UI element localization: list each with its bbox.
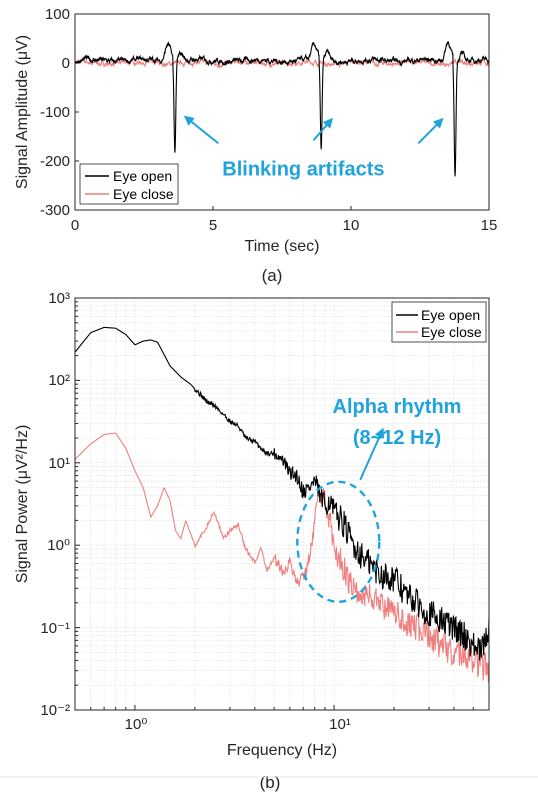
panel-a-annotation-text: Blinking artifacts — [222, 158, 384, 180]
panel-a-ytick-label: 100 — [45, 6, 70, 23]
panel-b-grid — [74, 298, 490, 711]
panel-a-ticks: 0 5 10 15 100 0 -100 -200 -300 — [40, 6, 497, 234]
panel-a-ytick-label: -300 — [40, 202, 70, 219]
panel-a-annotation-arrow — [312, 117, 333, 142]
panel-b-ytick-label-3: 10⁰ — [47, 537, 70, 554]
panel-a-annotation — [183, 115, 444, 145]
series-line-eye-open — [74, 41, 490, 177]
panel-b: 10⁰ 10¹ 10³ 10² 10¹ 10⁰ 10⁻¹ 10⁻² Alpha … — [14, 290, 490, 792]
panel-a-ylabel: Signal Amplitude (μV) — [14, 35, 31, 189]
legend-label-eye-close: Eye close — [421, 324, 482, 340]
panel-a-annotation-arrow — [183, 115, 220, 145]
legend-label-eye-close: Eye close — [113, 186, 174, 202]
panel-a: 0 5 10 15 100 0 -100 -200 -300 Blinking artifact… — [14, 6, 497, 285]
panel-b-axes-box — [74, 297, 490, 711]
panel-b-ylabel: Signal Power (μV²/Hz) — [14, 425, 31, 584]
panel-a-axes-box — [74, 13, 490, 211]
panel-a-ytick-label: -200 — [40, 153, 70, 170]
panel-a-legend: Eye open Eye close — [79, 163, 179, 205]
panel-b-annotation — [296, 427, 385, 603]
legend-label-eye-open: Eye open — [421, 307, 480, 323]
series-line-eye-open — [74, 326, 490, 661]
panel-b-ytick-label-2: 10¹ — [48, 455, 70, 472]
panel-b-ticks — [74, 301, 490, 711]
panel-b-series — [74, 326, 490, 683]
panel-a-series — [74, 41, 490, 177]
panel-a-ytick-label: -100 — [40, 104, 70, 121]
panel-b-ytick-label-5: 10⁻² — [40, 702, 70, 719]
panel-a-ytick-label: 0 — [62, 55, 70, 72]
panel-b-ytick-label-0: 10³ — [48, 290, 70, 307]
panel-b-annotation-ellipse — [296, 480, 381, 603]
panel-a-xlabel: Time (sec) — [245, 238, 320, 255]
panel-a-caption: (a) — [262, 266, 283, 285]
panel-a-xtick-label: 5 — [209, 217, 217, 234]
panel-a-annotation-arrow — [417, 117, 444, 145]
panel-b-ytick-label-1: 10² — [48, 372, 70, 389]
panel-b-annotation-arrow — [359, 427, 385, 481]
panel-b-annotation-text2: (8~12 Hz) — [353, 427, 441, 449]
series-line-eye-close — [74, 57, 490, 69]
panel-a-xtick-label: 15 — [481, 217, 498, 234]
panel-b-xlabel: Frequency (Hz) — [227, 742, 337, 759]
series-line-eye-close — [74, 432, 490, 683]
panel-b-annotation-text: Alpha rhythm — [333, 396, 462, 418]
panel-b-legend: Eye open Eye close — [391, 301, 487, 343]
panel-a-xtick-label: 0 — [71, 217, 79, 234]
panel-a-xtick-label: 10 — [343, 217, 360, 234]
legend-label-eye-open: Eye open — [113, 168, 172, 184]
panel-b-xtick-label-0: 10⁰ — [125, 716, 148, 733]
panel-b-caption: (b) — [260, 773, 281, 792]
panel-b-ytick-label-4: 10⁻¹ — [40, 620, 70, 637]
panel-b-xtick-label-1: 10¹ — [329, 716, 351, 733]
